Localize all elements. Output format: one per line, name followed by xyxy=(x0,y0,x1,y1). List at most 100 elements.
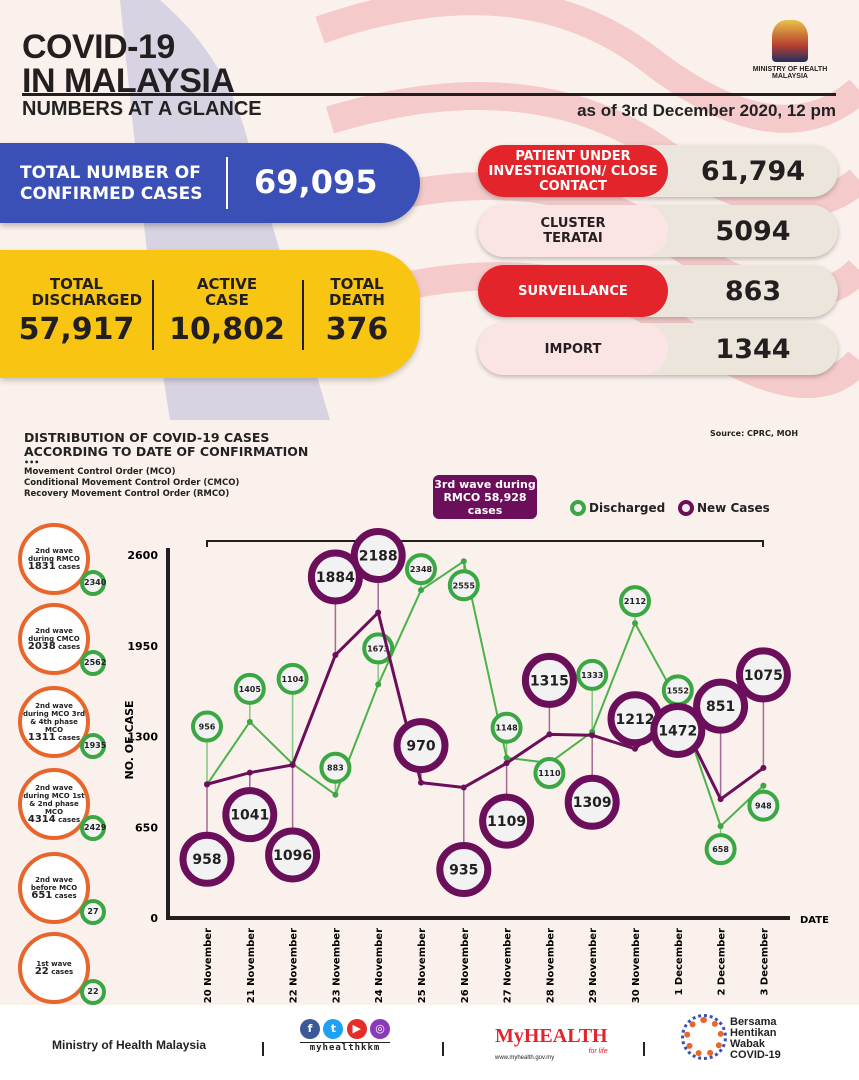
category-label: PATIENT UNDER INVESTIGATION/ CLOSE CONTA… xyxy=(478,145,668,197)
wave-circle: 2nd wave before MCO 651 cases xyxy=(18,852,90,924)
discharged-label: 1333 xyxy=(581,671,603,680)
x-tick-label: 1 December xyxy=(674,928,685,996)
new-cases-bubble xyxy=(222,787,278,843)
x-tick-label: 24 November xyxy=(374,928,385,1003)
new-cases-label: 935 xyxy=(449,862,478,878)
instagram-icon[interactable]: ◎ xyxy=(370,1019,391,1039)
new-cases-bubble xyxy=(179,831,235,887)
wave-circle: 2nd wave during RMCO 1831 cases xyxy=(18,523,90,595)
footer-ministry: Ministry of Health Malaysia xyxy=(52,1038,207,1052)
new-cases-label: 851 xyxy=(706,699,735,715)
wave-circle: 2nd wave during CMCO 2038 cases xyxy=(18,603,90,675)
discharged-label: 2112 xyxy=(624,597,646,606)
discharged-point xyxy=(460,558,467,565)
green-pin-icon xyxy=(570,500,586,516)
category-row: CLUSTER TERATAI 5094 xyxy=(478,205,838,257)
new-cases-bubble xyxy=(521,652,577,708)
new-cases-point xyxy=(546,731,553,738)
x-tick-label: 28 November xyxy=(545,928,556,1003)
discharged-label: 1104 xyxy=(281,675,304,684)
discharged-label: 1552 xyxy=(667,686,689,695)
discharged-label: 658 xyxy=(712,845,729,854)
new-cases-point xyxy=(289,761,296,768)
subtitle: NUMBERS AT A GLANCE xyxy=(22,98,262,120)
new-cases-point xyxy=(760,764,767,771)
new-cases-point xyxy=(204,781,210,788)
discharged-bubble xyxy=(447,569,480,602)
category-row: IMPORT 1344 xyxy=(478,323,838,375)
new-cases-point xyxy=(717,796,724,803)
discharged-stat: TOTAL DISCHARGED 57,917 xyxy=(18,275,143,347)
x-tick-label: 2 December xyxy=(717,928,728,996)
wave-discharged-badge: 22 xyxy=(80,979,106,1005)
category-value: 61,794 xyxy=(700,155,806,187)
new-cases-bubble xyxy=(693,678,749,734)
category-label: CLUSTER TERATAI xyxy=(478,205,668,257)
social-links[interactable]: f t ▶ ◎ myhealthkkm xyxy=(300,1019,391,1053)
discharged-point xyxy=(632,620,638,627)
facebook-icon[interactable]: f xyxy=(300,1019,320,1039)
discharged-point xyxy=(418,587,424,594)
discharged-bubble xyxy=(276,662,309,695)
new-cases-point xyxy=(246,769,253,776)
wave-discharged-badge: 27 xyxy=(80,899,106,925)
discharged-label: 2348 xyxy=(410,565,433,574)
divider xyxy=(302,280,304,350)
new-cases-label: 1075 xyxy=(744,668,783,684)
new-cases-label: 1096 xyxy=(273,848,312,864)
outcome-card: TOTAL DISCHARGED 57,917 ACTIVE CASE 10,802… xyxy=(0,250,420,378)
twitter-icon[interactable]: t xyxy=(323,1019,344,1039)
chart-title: DISTRIBUTION OF COVID-19 CASES ACCORDING… xyxy=(24,430,309,459)
third-wave-bracket xyxy=(206,540,764,547)
x-tick-label: 3 December xyxy=(759,928,770,996)
x-tick-label: 22 November xyxy=(289,928,300,1003)
discharged-bubble xyxy=(533,757,566,790)
discharged-point xyxy=(503,754,510,761)
x-tick-label: 25 November xyxy=(417,928,428,1003)
confirmed-value: 69,095 xyxy=(254,163,378,201)
category-row: SURVEILLANCE 863 xyxy=(478,265,838,317)
category-label: SURVEILLANCE xyxy=(478,265,668,317)
x-axis-label: DATE xyxy=(800,915,829,926)
discharged-bubble xyxy=(405,553,437,586)
discharged-label: 1405 xyxy=(239,685,262,694)
crest-icon xyxy=(772,20,808,62)
as-of-date: as of 3rd December 2020, 12 pm xyxy=(577,101,836,120)
x-tick-label: 29 November xyxy=(588,928,599,1003)
new-cases-point xyxy=(632,745,638,752)
new-cases-bubble xyxy=(564,774,620,830)
page-title: COVID-19 IN MALAYSIA xyxy=(22,28,235,100)
wave-discharged-badge: 2340 xyxy=(80,570,106,596)
new-cases-point xyxy=(375,609,382,616)
purple-pin-icon xyxy=(678,500,694,516)
youtube-icon[interactable]: ▶ xyxy=(346,1019,367,1039)
divider xyxy=(226,157,228,209)
wave-discharged-badge: 2562 xyxy=(80,650,106,676)
myhealth-logo: MyHEALTH for life www.myhealth.gov.my xyxy=(495,1025,608,1061)
new-cases-point xyxy=(460,784,467,791)
new-cases-point xyxy=(503,760,510,767)
dots: ••• xyxy=(24,458,40,467)
new-cases-bubble xyxy=(479,793,535,849)
discharged-bubble xyxy=(704,833,737,866)
discharged-label: 948 xyxy=(755,802,772,811)
new-cases-label: 1309 xyxy=(573,795,612,811)
new-cases-bubble xyxy=(393,718,449,774)
discharged-point xyxy=(760,782,767,789)
new-cases-bubble xyxy=(307,549,363,605)
discharged-bubble xyxy=(319,751,352,784)
wave-discharged-badge: 1935 xyxy=(80,733,106,759)
discharged-label: 1110 xyxy=(538,769,561,778)
new-cases-label: 1212 xyxy=(616,712,655,728)
discharged-bubble xyxy=(233,672,266,705)
new-cases-point xyxy=(418,779,424,786)
category-row: PATIENT UNDER INVESTIGATION/ CLOSE CONTA… xyxy=(478,145,838,197)
legend-discharged: Discharged xyxy=(570,500,665,516)
wave-circle: 2nd wave during MCO 1st & 2nd phase MCO 43… xyxy=(18,768,90,840)
discharged-point xyxy=(246,718,253,725)
new-cases-bubble xyxy=(350,528,406,584)
discharged-label: 2555 xyxy=(453,581,476,590)
definitions: Movement Control Order (MCO) Conditional … xyxy=(24,467,240,499)
discharged-point xyxy=(717,823,724,830)
y-tick-label: 2600 xyxy=(127,549,158,562)
